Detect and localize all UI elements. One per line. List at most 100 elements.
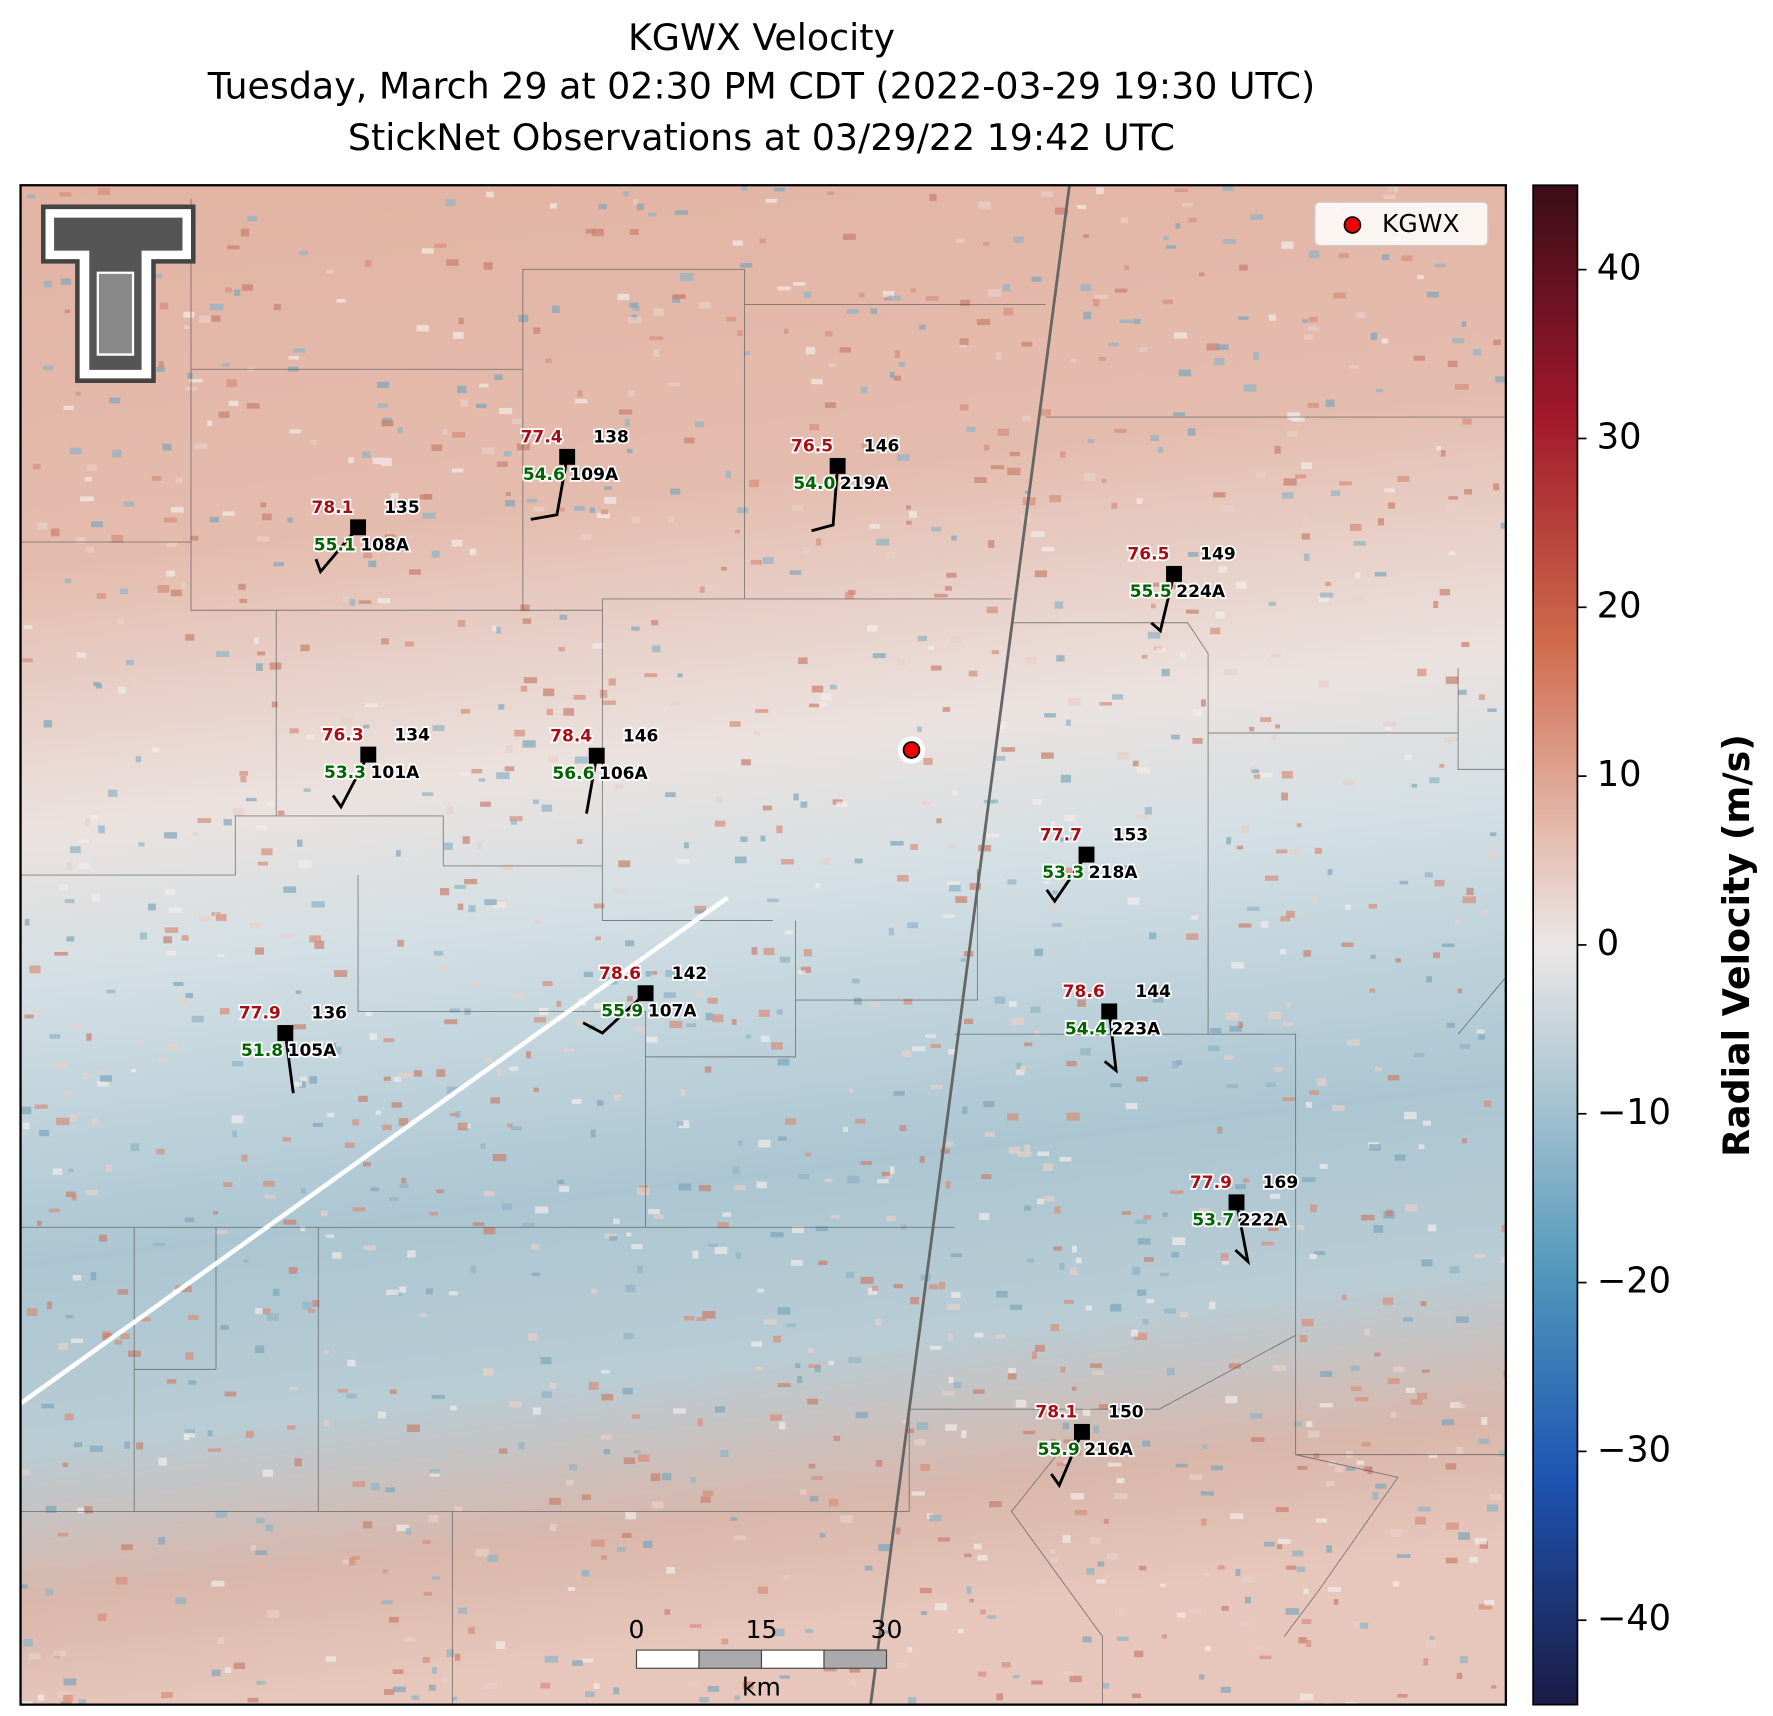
speckle (1103, 1519, 1109, 1524)
dewpoint: 54.6 (523, 465, 565, 485)
speckle (1015, 1399, 1027, 1408)
speckle (849, 1088, 854, 1093)
speckle (650, 1473, 661, 1482)
speckle (383, 1038, 395, 1043)
speckle (804, 1629, 813, 1634)
speckle (330, 1042, 336, 1050)
speckle (1174, 332, 1188, 339)
speckle (56, 1117, 70, 1126)
speckle (509, 1066, 519, 1071)
speckle (22, 1701, 33, 1705)
speckle (1476, 1029, 1485, 1034)
speckle (585, 228, 596, 234)
speckle (930, 1043, 941, 1048)
speckle (1229, 1025, 1242, 1032)
speckle (1132, 760, 1139, 767)
speckle (69, 447, 82, 455)
speckle (71, 1194, 77, 1201)
speckle (1236, 845, 1244, 850)
speckle (207, 1448, 221, 1452)
speckle (256, 1517, 265, 1524)
speckle (782, 1575, 790, 1580)
speckle (732, 240, 743, 246)
speckle (1179, 1311, 1189, 1318)
speckle (511, 418, 522, 424)
speckle (358, 1095, 368, 1102)
speckle (623, 1332, 634, 1340)
speckle (72, 1274, 82, 1281)
speckle (255, 1307, 263, 1314)
speckle (1318, 680, 1329, 688)
speckle (1302, 516, 1310, 525)
speckle (1214, 357, 1225, 366)
speckle (1441, 1419, 1455, 1426)
speckle (964, 1553, 972, 1558)
speckle (544, 1655, 559, 1663)
speckle (648, 212, 657, 217)
speckle (64, 1413, 74, 1421)
speckle (549, 1382, 557, 1389)
speckle (893, 375, 901, 381)
speckle (1111, 502, 1118, 509)
speckle (907, 1647, 913, 1653)
station-value: 136 (311, 1004, 347, 1024)
speckle (614, 784, 624, 789)
speckle (531, 1244, 540, 1250)
speckle (601, 1393, 614, 1401)
speckle (1274, 445, 1281, 454)
speckle (961, 1430, 967, 1438)
speckle (1175, 223, 1181, 229)
speckle (65, 1314, 74, 1319)
speckle (114, 1340, 123, 1345)
speckle (1049, 1549, 1056, 1554)
speckle (1007, 879, 1017, 885)
speckle (1427, 1224, 1437, 1232)
speckle (549, 203, 557, 209)
speckle (820, 693, 832, 701)
speckle (20, 1106, 32, 1115)
speckle (828, 1498, 839, 1507)
speckle (260, 502, 267, 508)
speckle (518, 1442, 525, 1450)
speckle (363, 1161, 371, 1167)
speckle (1493, 339, 1502, 346)
speckle (416, 325, 429, 332)
speckle (483, 1682, 498, 1689)
speckle (73, 1442, 83, 1448)
speckle (251, 1009, 258, 1018)
speckle (1281, 771, 1293, 779)
speckle (633, 1450, 641, 1454)
speckle (36, 1220, 42, 1226)
speckle (59, 192, 72, 197)
speckle (1218, 566, 1227, 573)
speckle (496, 1068, 502, 1076)
speckle (448, 1291, 458, 1296)
dewpoint: 55.5 (1130, 582, 1172, 602)
speckle (676, 1120, 684, 1126)
speckle (407, 1250, 416, 1258)
speckle (432, 725, 445, 732)
speckle (423, 493, 432, 499)
speckle (1491, 1685, 1497, 1689)
speckle (233, 1662, 246, 1669)
speckle (1099, 702, 1112, 706)
speckle (1186, 933, 1199, 940)
speckle (648, 1208, 660, 1215)
station-marker (588, 747, 605, 764)
speckle (942, 914, 955, 918)
speckle (151, 476, 162, 481)
speckle (731, 1019, 737, 1025)
speckle (781, 859, 794, 865)
speckle (1355, 572, 1361, 579)
speckle (1047, 618, 1059, 624)
speckle (1354, 1621, 1363, 1629)
speckle (665, 792, 676, 798)
speckle (741, 759, 751, 766)
speckle (480, 1143, 486, 1149)
speckle (164, 927, 179, 933)
wind-barb (1234, 1202, 1251, 1266)
speckle (321, 1051, 329, 1060)
speckle (1294, 1421, 1302, 1427)
speckle (1017, 1151, 1032, 1157)
speckle (1089, 1537, 1101, 1544)
